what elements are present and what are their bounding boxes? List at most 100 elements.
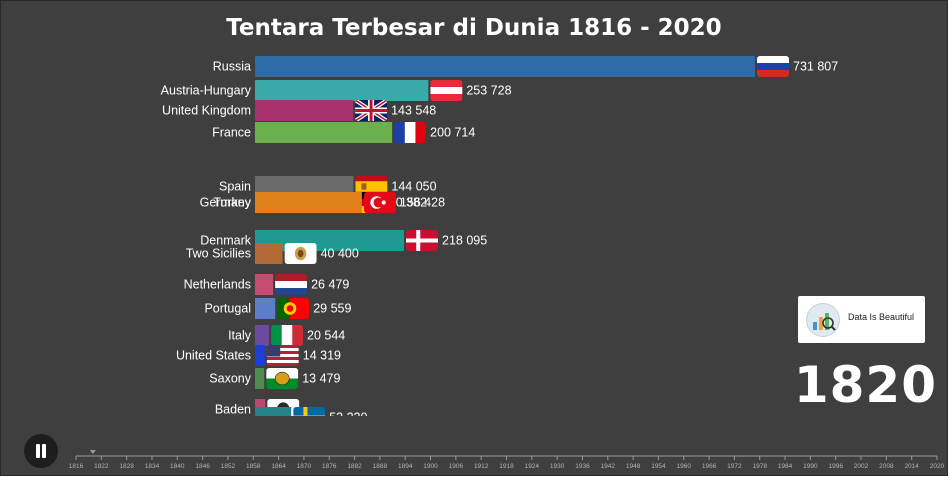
two-sicilies-flag-icon xyxy=(284,243,317,264)
timeline-tick-label: 1960 xyxy=(677,463,692,470)
timeline-tick-label: 1954 xyxy=(651,463,666,470)
timeline-tick-label: 1900 xyxy=(423,463,438,470)
timeline-tick-label: 1816 xyxy=(69,463,84,470)
timeline-tick-label: 1852 xyxy=(221,463,236,470)
timeline-tick-label: 1864 xyxy=(271,463,286,470)
bar-group-united-states: United States 14 319 xyxy=(176,345,341,366)
bar-group-netherlands: Netherlands 26 479 xyxy=(184,274,349,295)
bar xyxy=(255,80,429,101)
country-label: Italy xyxy=(228,329,252,343)
country-label: Russia xyxy=(213,60,251,74)
bar-group-saxony: Saxony 13 479 xyxy=(209,368,340,389)
bar xyxy=(255,100,354,121)
country-label: Germany xyxy=(200,196,252,210)
value-label: 26 479 xyxy=(311,278,349,292)
bar xyxy=(255,368,265,389)
timeline-tick-label: 1918 xyxy=(499,463,514,470)
turkey-flag-icon xyxy=(363,192,396,213)
timeline-marker-icon[interactable] xyxy=(89,450,96,454)
timeline-tick-label: 1912 xyxy=(474,463,489,470)
country-label: Baden xyxy=(215,403,251,417)
timeline-tick-label: 1822 xyxy=(94,463,109,470)
timeline-tick-label: 1828 xyxy=(119,463,134,470)
timeline-tick-label: 2002 xyxy=(854,463,869,470)
bar xyxy=(255,274,274,295)
bar xyxy=(255,176,354,197)
timeline-tick-label: 1978 xyxy=(753,463,768,470)
bar-group-turkey: Turkey 156 428 xyxy=(213,192,445,213)
bar-group-france: France 200 714 xyxy=(212,122,475,143)
value-label: 29 559 xyxy=(313,302,351,316)
bar-group-spain: Spain 144 050 xyxy=(219,176,437,197)
timeline-tick-label: 1936 xyxy=(575,463,590,470)
value-label: 143 548 xyxy=(391,104,436,118)
bar-group-austria-hungary: Austria-Hungary 253 728 xyxy=(161,80,512,101)
timeline-tick-label: 2020 xyxy=(930,463,945,470)
denmark-flag-icon xyxy=(406,230,439,251)
country-label: United States xyxy=(176,349,251,363)
bar xyxy=(255,325,270,346)
timeline-tick-label: 1894 xyxy=(398,463,413,470)
bar-group-two-sicilies: Two Sicilies 40 400 xyxy=(186,243,359,264)
pause-icon xyxy=(36,444,40,458)
bar xyxy=(255,192,362,213)
country-label: Netherlands xyxy=(184,278,251,292)
brand-name: Data Is Beautiful xyxy=(848,312,915,322)
timeline-axis[interactable]: 1816 1822 1828 1834 1840 1846 1852 1858 1864 1870… xyxy=(69,450,945,470)
portugal-flag-icon xyxy=(277,298,310,319)
value-label: 200 714 xyxy=(430,126,475,140)
chart-title: Tentara Terbesar di Dunia 1816 - 2020 xyxy=(226,15,722,41)
russia-flag-icon xyxy=(757,56,789,77)
country-label: France xyxy=(212,126,251,140)
country-label: United Kingdom xyxy=(162,104,251,118)
current-year-label: 1820 xyxy=(793,356,937,414)
value-label: 13 479 xyxy=(302,372,340,386)
country-label: Denmark xyxy=(200,234,251,248)
bar xyxy=(255,243,283,264)
bar xyxy=(255,56,755,77)
timeline-tick-label: 1882 xyxy=(347,463,362,470)
value-label: 156 428 xyxy=(400,196,445,210)
saxony-flag-icon xyxy=(266,368,299,389)
value-label: 53 220 xyxy=(329,411,367,425)
play-pause-button[interactable] xyxy=(24,434,58,468)
data-chart-logo-icon xyxy=(806,303,840,337)
bar xyxy=(255,407,292,416)
brand-card: Data Is Beautiful xyxy=(798,296,925,343)
france-flag-icon xyxy=(394,122,427,143)
bar-group-united-kingdom: United Kingdom 143 548 xyxy=(162,100,436,121)
timeline-tick-label: 1984 xyxy=(778,463,793,470)
timeline-tick-label: 1924 xyxy=(525,463,540,470)
value-label: 731 807 xyxy=(793,60,838,74)
sweden-flag-icon xyxy=(293,407,326,416)
country-label: Turkey xyxy=(213,196,251,210)
timeline-tick-label: 2008 xyxy=(879,463,894,470)
timeline-tick-label: 1888 xyxy=(373,463,388,470)
bar-group-portugal: Portugal 29 559 xyxy=(204,298,351,319)
timeline-tick-label: 1906 xyxy=(449,463,464,470)
value-label: 40 400 xyxy=(321,247,359,261)
country-label: Portugal xyxy=(204,302,251,316)
timeline-tick-label: 1966 xyxy=(702,463,717,470)
timeline-tick-label: 1840 xyxy=(170,463,185,470)
country-label: Austria-Hungary xyxy=(161,84,252,98)
bar xyxy=(255,298,276,319)
bar xyxy=(255,345,265,366)
netherlands-flag-icon xyxy=(275,274,308,295)
value-label: 253 728 xyxy=(466,84,511,98)
timeline-tick-label: 1930 xyxy=(550,463,565,470)
austria-flag-icon xyxy=(430,80,463,101)
country-label: Spain xyxy=(219,180,251,194)
timeline-tick-label: 1834 xyxy=(145,463,160,470)
value-label: 0 382 xyxy=(396,196,427,210)
bar-group-italy: Italy 20 544 xyxy=(228,325,345,346)
usa-flag-icon xyxy=(266,345,299,366)
value-label: 14 319 xyxy=(303,349,341,363)
bar-group-russia: Russia 731 807 xyxy=(213,56,838,77)
spain-flag-icon xyxy=(355,176,388,197)
value-label: 20 544 xyxy=(307,329,345,343)
timeline-tick-label: 1858 xyxy=(246,463,261,470)
value-label: 218 095 xyxy=(442,234,487,248)
